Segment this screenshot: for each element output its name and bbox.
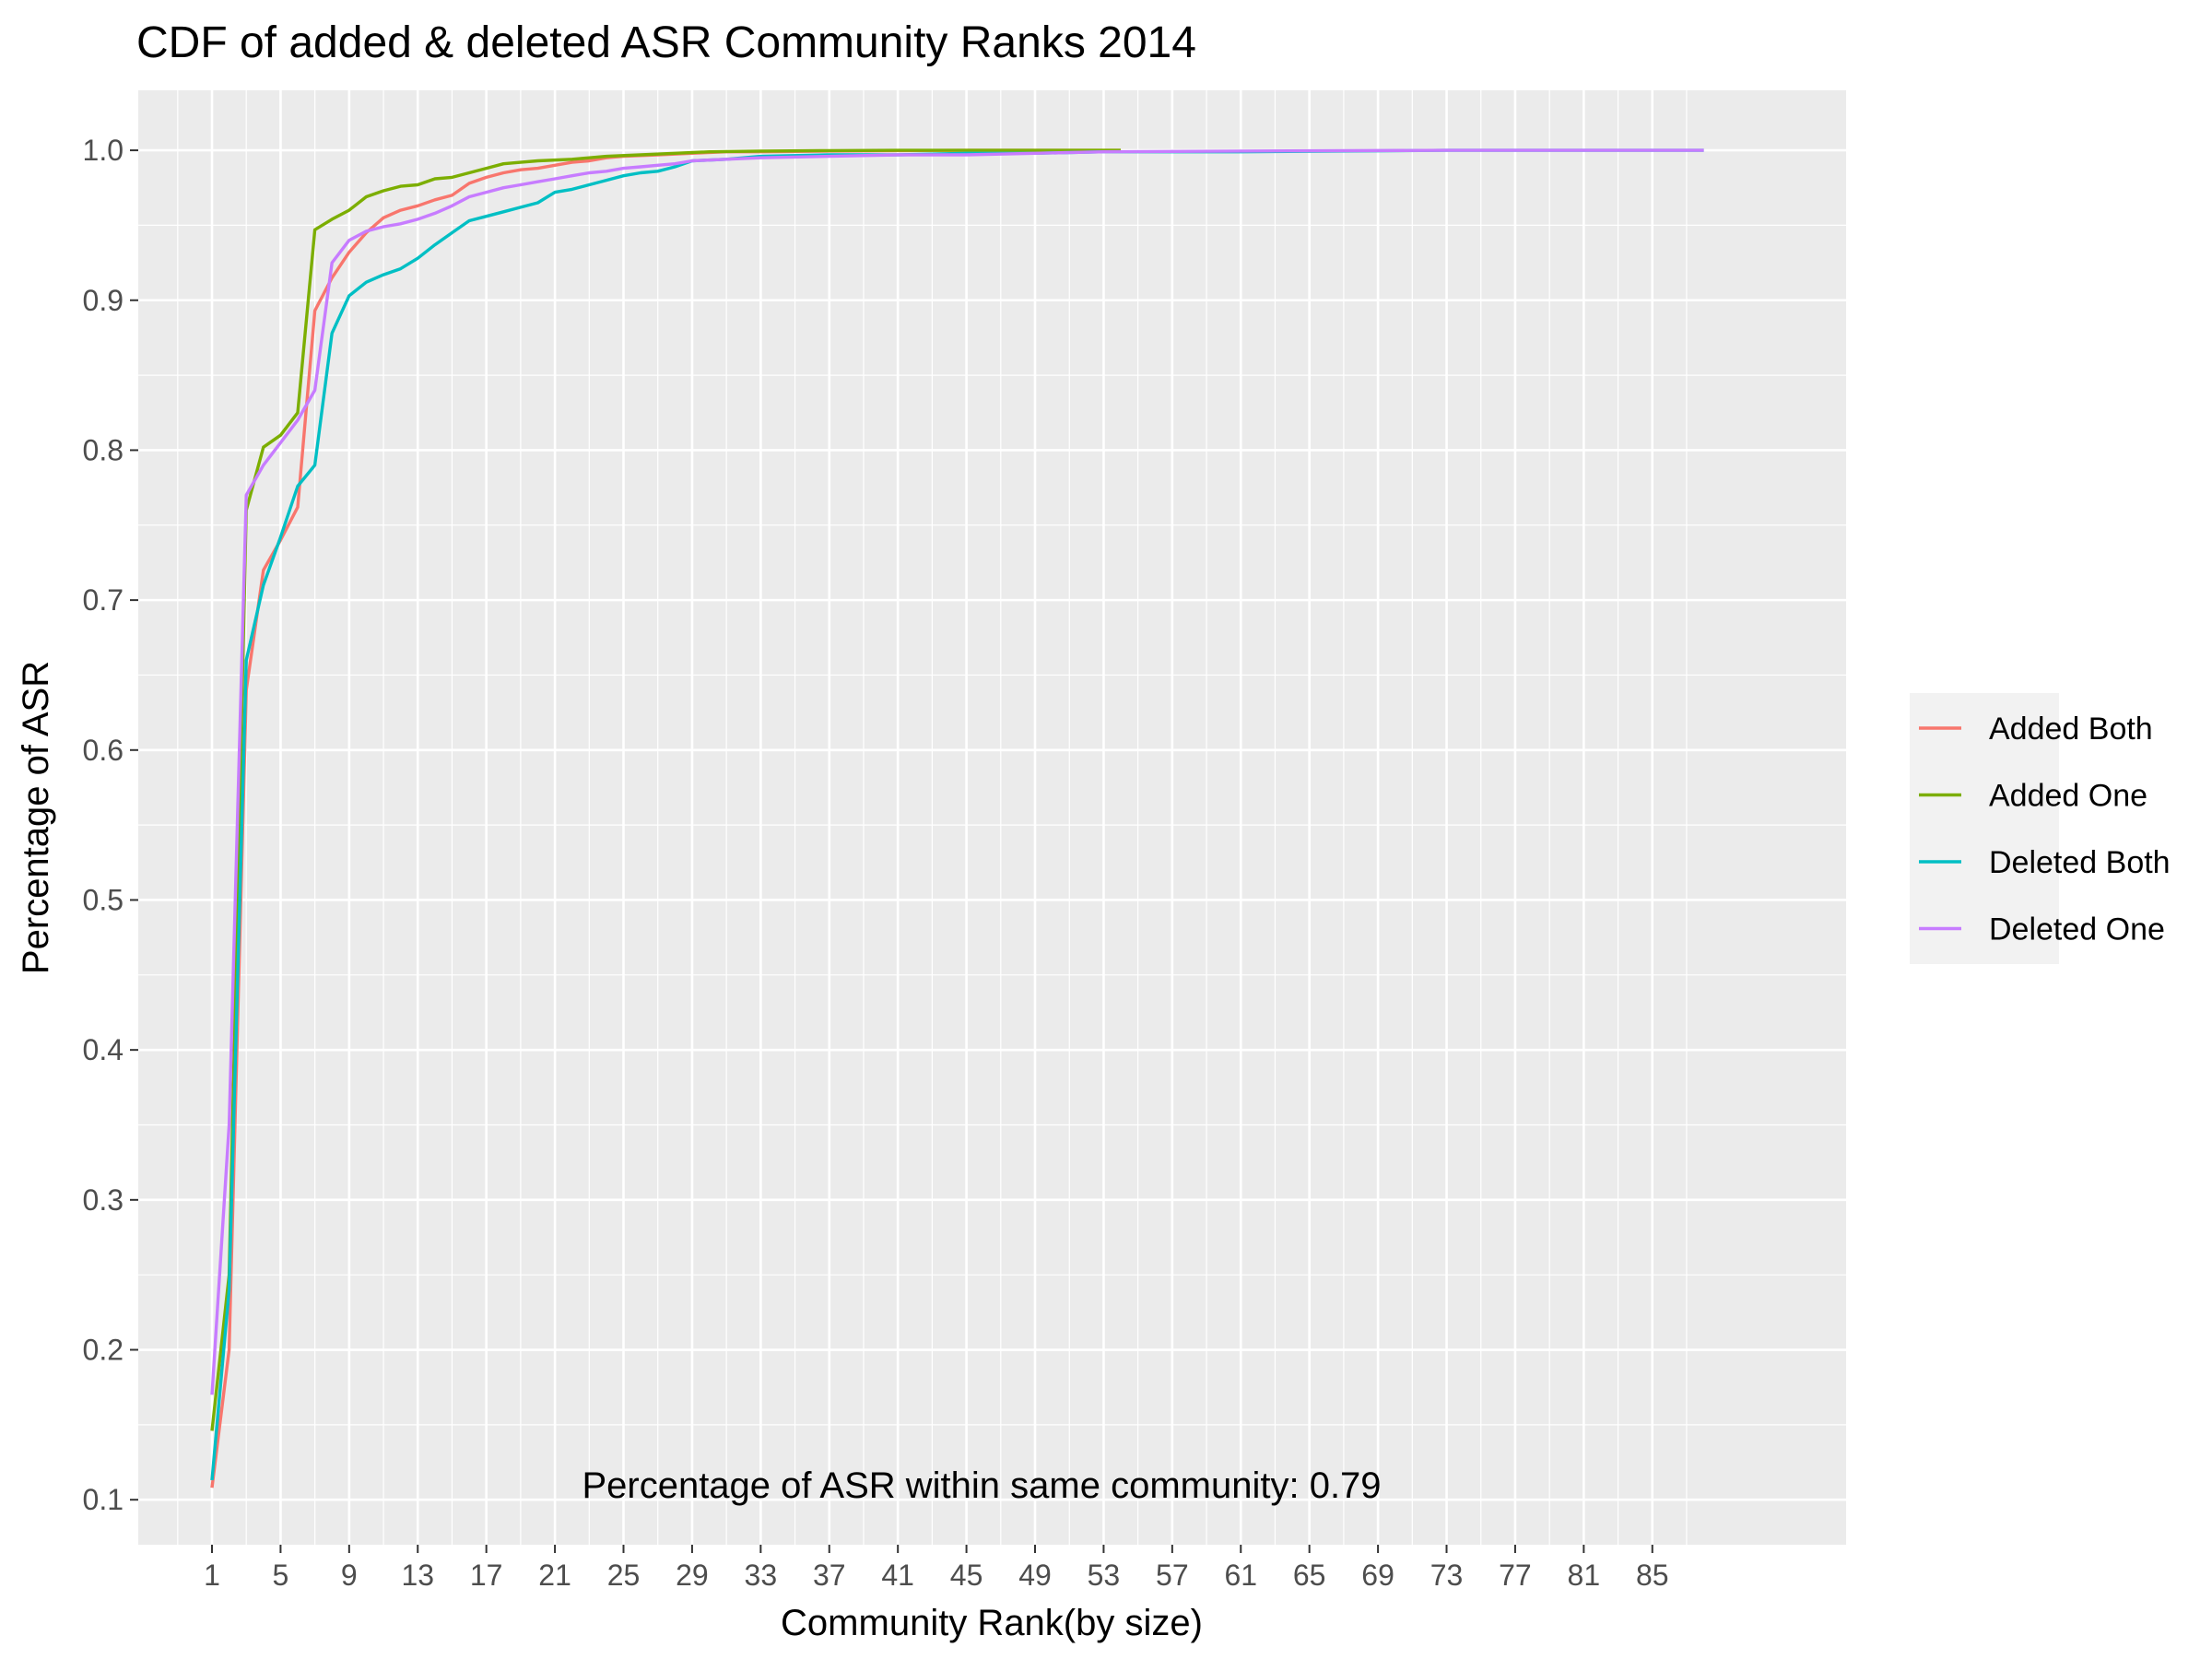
x-tick-label: 29 <box>676 1559 709 1592</box>
chart-title: CDF of added & deleted ASR Community Ran… <box>136 18 1196 67</box>
y-tick-label: 0.1 <box>83 1483 124 1516</box>
x-tick-label: 37 <box>813 1559 846 1592</box>
x-tick-label: 73 <box>1430 1559 1464 1592</box>
y-tick-label: 0.6 <box>83 734 124 767</box>
x-tick-label: 45 <box>950 1559 983 1592</box>
x-tick-label: 69 <box>1361 1559 1394 1592</box>
x-tick-label: 17 <box>470 1559 503 1592</box>
legend-label: Added Both <box>1989 712 2153 747</box>
y-tick-label: 0.2 <box>83 1334 124 1367</box>
x-tick-label: 33 <box>745 1559 778 1592</box>
x-tick-label: 9 <box>341 1559 358 1592</box>
legend-label: Added One <box>1989 779 2147 814</box>
major-gridlines <box>138 90 1846 1545</box>
legend-background <box>1910 693 2059 964</box>
minor-gridlines <box>138 90 1846 1545</box>
series-lines <box>210 148 1704 1488</box>
x-tick-label: 57 <box>1156 1559 1189 1592</box>
x-tick-label: 81 <box>1568 1559 1601 1592</box>
y-tick-label: 0.5 <box>83 883 124 916</box>
y-tick-label: 0.9 <box>83 284 124 317</box>
x-tick-label: 13 <box>401 1559 434 1592</box>
legend-label: Deleted One <box>1989 912 2165 947</box>
y-tick-label: 0.8 <box>83 433 124 466</box>
y-axis-title: Percentage of ASR <box>16 661 56 974</box>
y-tick-label: 0.4 <box>83 1033 124 1066</box>
x-tick-label: 65 <box>1293 1559 1326 1592</box>
x-tick-label: 21 <box>538 1559 571 1592</box>
x-tick-label: 85 <box>1636 1559 1669 1592</box>
legend: Added Both Added One Deleted Both Deleted O… <box>1910 693 2171 964</box>
series-line-added-one <box>210 148 1121 1431</box>
x-tick-label: 61 <box>1224 1559 1257 1592</box>
plot-panel <box>138 90 1846 1545</box>
x-tick-label: 49 <box>1018 1559 1052 1592</box>
series-line-deleted-one <box>210 148 1704 1395</box>
x-axis: 1 5 9 13 17 21 25 29 33 37 41 45 49 53 57 61 65 69 73 77 81 8… <box>204 1545 1669 1592</box>
x-tick-label: 77 <box>1499 1559 1532 1592</box>
x-tick-label: 5 <box>273 1559 289 1592</box>
legend-label: Deleted Both <box>1989 845 2171 880</box>
x-tick-label: 1 <box>204 1559 220 1592</box>
x-axis-title: Community Rank(by size) <box>781 1603 1203 1643</box>
x-tick-label: 53 <box>1088 1559 1121 1592</box>
y-tick-label: 0.7 <box>83 583 124 617</box>
x-tick-label: 25 <box>607 1559 641 1592</box>
y-tick-label: 0.3 <box>83 1183 124 1217</box>
x-tick-label: 41 <box>881 1559 914 1592</box>
y-tick-label: 1.0 <box>83 134 124 167</box>
annotation-text: Percentage of ASR within same community:… <box>582 1465 1381 1506</box>
y-axis: 0.1 0.2 0.3 0.4 0.5 0.6 0.7 0.8 0.9 1.0 <box>83 134 138 1516</box>
